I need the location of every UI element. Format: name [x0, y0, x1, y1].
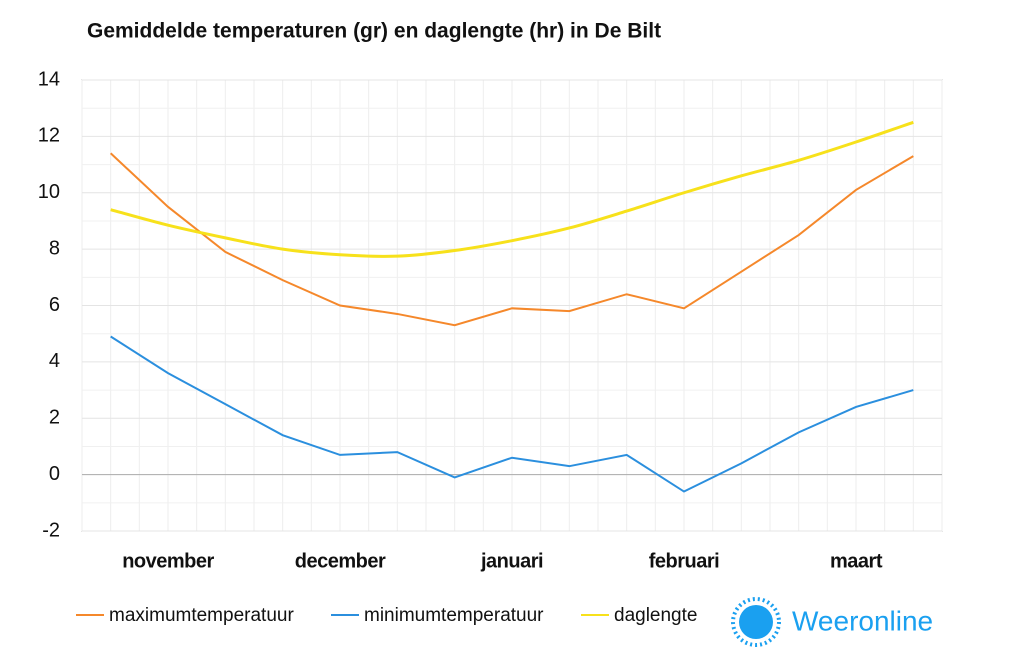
y-tick-label: 0: [49, 463, 60, 485]
chart-title: Gemiddelde temperaturen (gr) en daglengt…: [87, 20, 661, 43]
y-tick-label: 4: [49, 350, 60, 372]
y-tick-label: 12: [38, 125, 60, 147]
x-tick-label: maart: [830, 550, 883, 572]
x-tick-label: februari: [649, 550, 719, 572]
logo-sun: [739, 605, 773, 639]
y-tick-label: 2: [49, 407, 60, 429]
legend-label: daglengte: [614, 605, 697, 626]
logo-rays: [731, 597, 781, 647]
y-tick-label: 14: [38, 68, 60, 90]
line-series: [110, 120, 914, 258]
y-tick-label: 6: [49, 294, 60, 316]
logo: Weeronline: [731, 597, 933, 647]
y-tick-label: 10: [38, 181, 60, 203]
x-tick-label: november: [122, 550, 214, 572]
line-series: [109, 152, 914, 327]
logo-text: Weeronline: [792, 605, 933, 636]
x-tick-label: januari: [480, 550, 543, 572]
x-tick-label: december: [295, 550, 386, 572]
y-tick-label: 8: [49, 237, 60, 259]
line-series: [110, 335, 914, 493]
legend-label: minimumtemperatuur: [364, 605, 544, 626]
legend-label: maximumtemperatuur: [109, 605, 294, 626]
y-tick-label: -2: [42, 519, 60, 541]
